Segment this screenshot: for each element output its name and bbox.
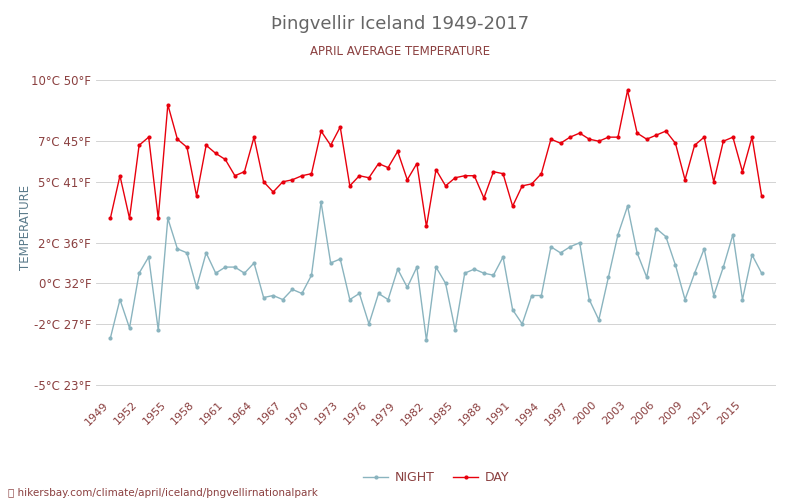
Line: DAY: DAY: [108, 88, 764, 228]
DAY: [106, 216, 115, 222]
NIGHT: [747, 252, 757, 258]
Y-axis label: TEMPERATURE: TEMPERATURE: [19, 185, 32, 270]
Text: Þingvellir Iceland 1949-2017: Þingvellir Iceland 1949-2017: [271, 15, 529, 33]
DAY: [747, 134, 757, 140]
Text: ⌖ hikersbay.com/climate/april/iceland/þngvellirnationalpark: ⌖ hikersbay.com/climate/april/iceland/þn…: [8, 488, 318, 498]
NIGHT: [154, 327, 163, 333]
DAY: [757, 193, 766, 199]
DAY: [622, 88, 632, 94]
NIGHT: [498, 254, 508, 260]
NIGHT: [316, 199, 326, 205]
DAY: [211, 150, 221, 156]
Line: NIGHT: NIGHT: [108, 200, 764, 342]
DAY: [489, 168, 498, 174]
DAY: [230, 172, 240, 178]
NIGHT: [211, 270, 221, 276]
NIGHT: [757, 270, 766, 276]
Legend: NIGHT, DAY: NIGHT, DAY: [358, 466, 514, 489]
DAY: [422, 224, 431, 230]
NIGHT: [422, 337, 431, 343]
Text: APRIL AVERAGE TEMPERATURE: APRIL AVERAGE TEMPERATURE: [310, 45, 490, 58]
DAY: [154, 216, 163, 222]
NIGHT: [106, 335, 115, 341]
DAY: [613, 134, 622, 140]
NIGHT: [230, 264, 240, 270]
NIGHT: [622, 203, 632, 209]
